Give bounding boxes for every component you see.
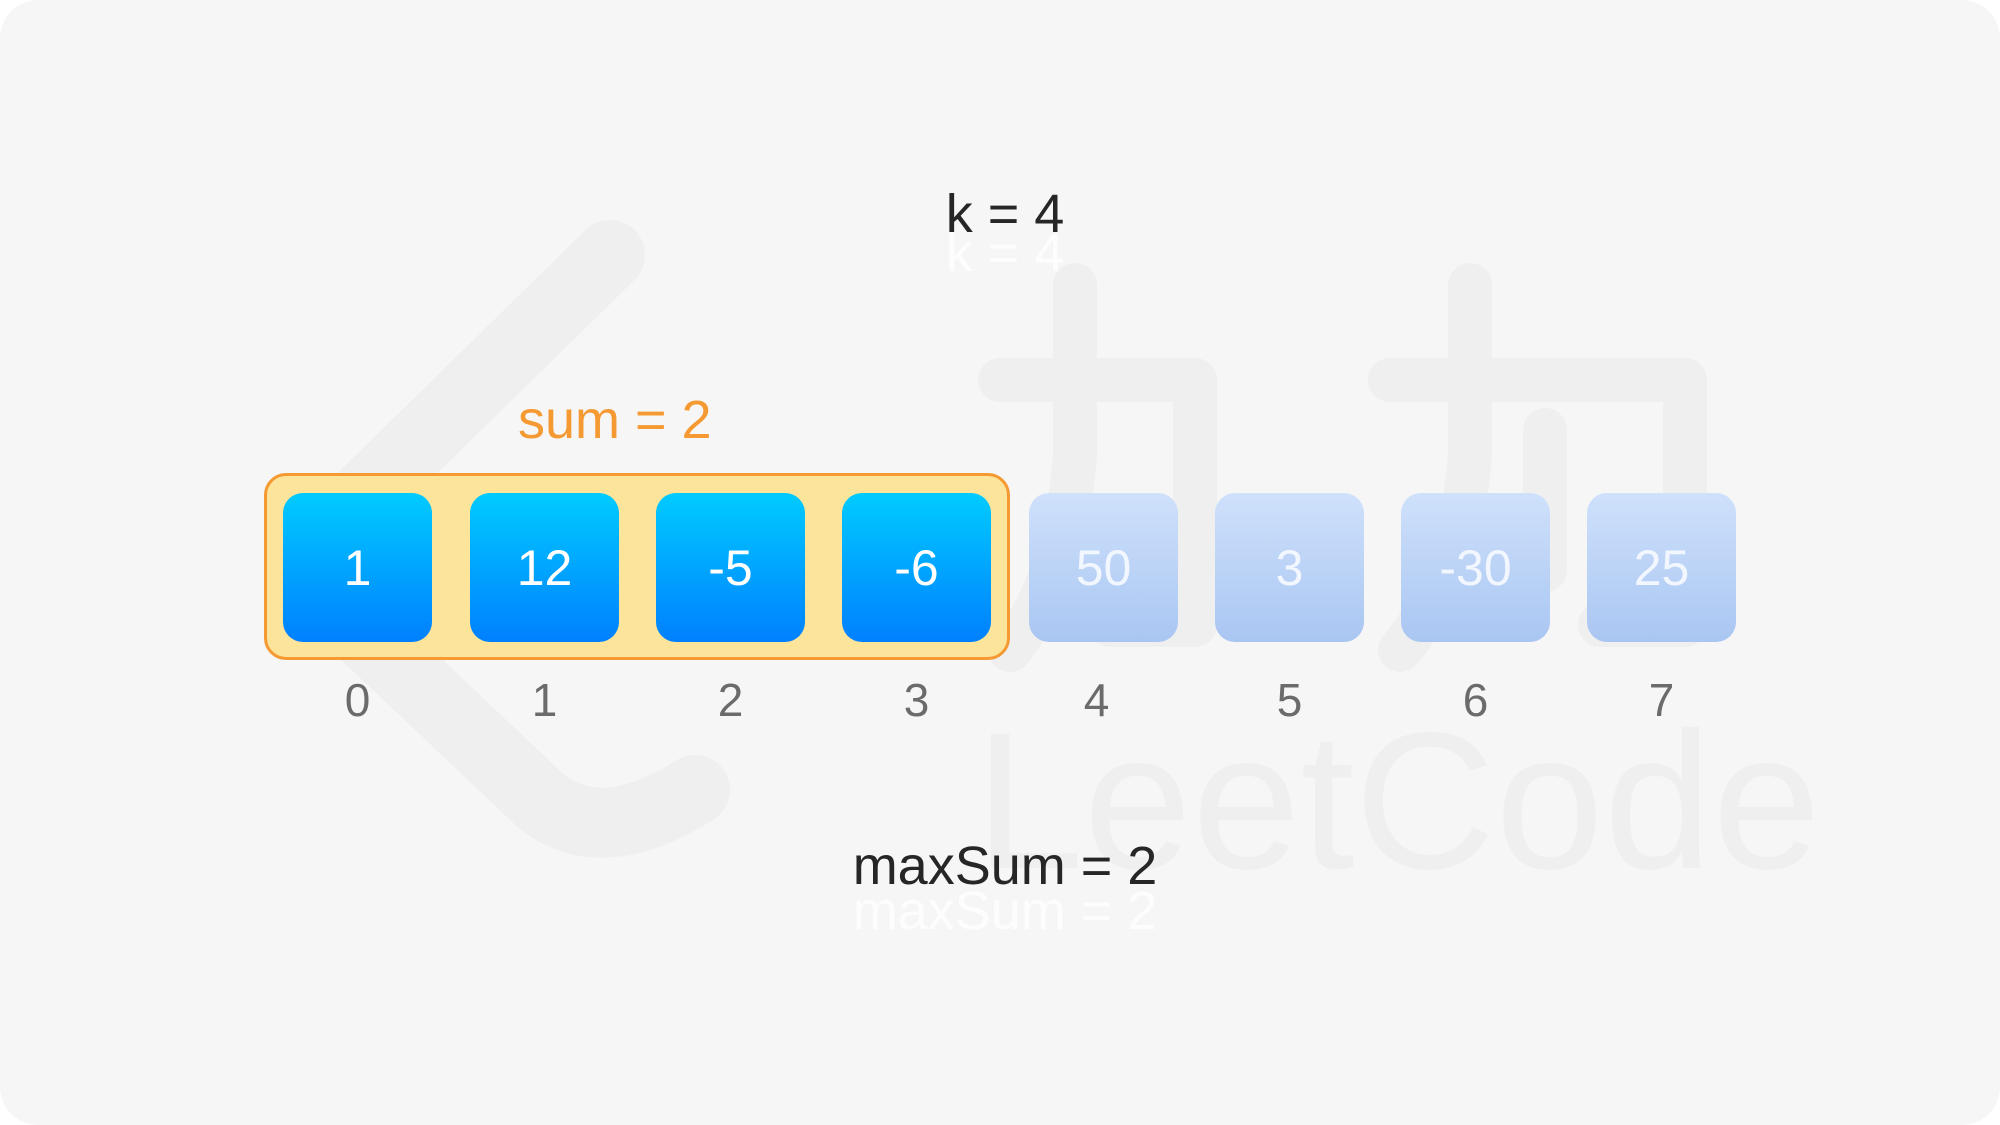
array-index-5: 5	[1276, 674, 1303, 726]
array-cell-4: 50	[1029, 493, 1178, 642]
array-cell-6: -30	[1401, 493, 1550, 642]
array-index-1: 1	[531, 674, 558, 726]
array-index-0: 0	[344, 674, 371, 726]
array-cell-3: -6	[842, 493, 991, 642]
array-cell-7: 25	[1587, 493, 1736, 642]
window-sum-label: sum = 2	[518, 390, 712, 450]
max-sum-label-shadow: maxSum = 2	[852, 881, 1158, 941]
watermark-text: LeetCode	[975, 692, 1821, 910]
array-cell-5: 3	[1215, 493, 1364, 642]
max-sum-label: maxSum = 2	[852, 836, 1158, 896]
array-cell-2: -5	[656, 493, 805, 642]
array-index-2: 2	[717, 674, 744, 726]
array-cell-0: 1	[283, 493, 432, 642]
k-label-shadow: k = 4	[945, 223, 1065, 283]
array-cell-1: 12	[470, 493, 619, 642]
array-index-4: 4	[1083, 674, 1110, 726]
array-index-6: 6	[1462, 674, 1489, 726]
array-index-3: 3	[903, 674, 930, 726]
k-label: k = 4	[945, 184, 1065, 244]
array-index-7: 7	[1648, 674, 1675, 726]
